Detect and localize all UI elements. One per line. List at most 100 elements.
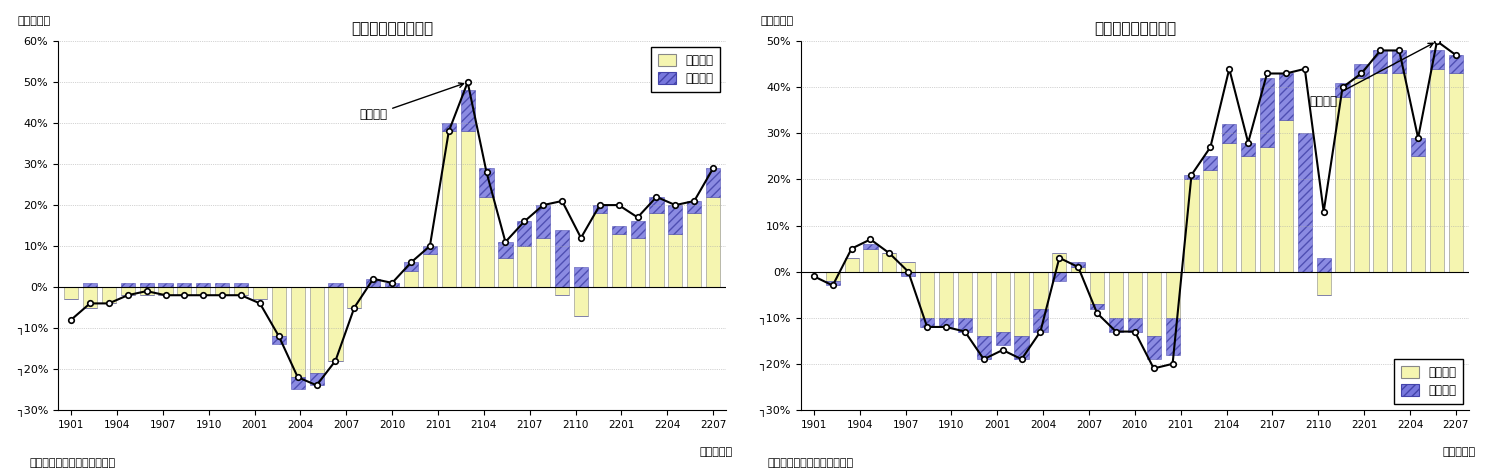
Bar <box>901 263 915 272</box>
Bar <box>687 201 701 213</box>
Bar <box>826 281 839 286</box>
Bar <box>1410 138 1425 157</box>
Bar <box>977 272 992 336</box>
Bar <box>1053 272 1066 281</box>
Legend: 数量要因, 価格要因: 数量要因, 価格要因 <box>652 47 720 92</box>
Bar <box>687 213 701 287</box>
Bar <box>64 287 78 299</box>
Bar <box>863 249 878 272</box>
Bar <box>611 234 626 287</box>
Bar <box>517 221 531 246</box>
Bar <box>271 336 286 344</box>
Bar <box>1166 318 1179 355</box>
Bar <box>498 258 513 287</box>
Bar <box>441 123 456 131</box>
Bar <box>1090 272 1105 304</box>
Bar <box>498 242 513 258</box>
Bar <box>1354 64 1369 78</box>
Bar <box>310 373 324 385</box>
Bar <box>593 213 607 287</box>
Bar <box>423 254 437 287</box>
Bar <box>650 197 663 213</box>
Bar <box>1147 336 1161 359</box>
Bar <box>1449 73 1463 272</box>
Bar <box>957 318 972 332</box>
Bar <box>668 205 683 234</box>
Bar <box>1203 170 1218 272</box>
Bar <box>593 205 607 213</box>
Bar <box>863 244 878 249</box>
Bar <box>555 287 570 295</box>
Bar <box>1166 272 1179 318</box>
Bar <box>1241 157 1255 272</box>
Bar <box>844 258 859 272</box>
Bar <box>1109 318 1123 332</box>
Text: （資料）財務省「貿易統計」: （資料）財務省「貿易統計」 <box>768 458 854 468</box>
Bar <box>140 283 154 287</box>
Bar <box>1336 96 1349 272</box>
Bar <box>668 234 683 287</box>
Bar <box>404 263 417 271</box>
Bar <box>1090 304 1105 308</box>
Title: 輸出金額の要因分解: 輸出金額の要因分解 <box>350 21 434 36</box>
Bar <box>177 283 191 287</box>
Bar <box>480 168 494 197</box>
Bar <box>939 318 953 327</box>
Bar <box>328 287 343 361</box>
Text: 輸入金額: 輸入金額 <box>1309 43 1433 108</box>
Bar <box>385 283 400 287</box>
Bar <box>1223 143 1236 272</box>
Bar <box>1203 157 1218 170</box>
Bar <box>574 267 587 287</box>
Bar <box>291 377 304 389</box>
Bar <box>1127 318 1142 332</box>
Bar <box>631 238 644 287</box>
Bar <box>1430 69 1445 272</box>
Bar <box>920 272 935 318</box>
Bar <box>1317 258 1331 272</box>
Text: （前年比）: （前年比） <box>760 17 793 26</box>
Bar <box>957 272 972 318</box>
Bar <box>1393 73 1406 272</box>
Text: （年・月）: （年・月） <box>1443 447 1476 457</box>
Bar <box>996 332 1009 345</box>
Bar <box>158 283 173 287</box>
Bar <box>1260 78 1275 147</box>
Bar <box>1033 272 1048 308</box>
Bar <box>650 213 663 287</box>
Bar <box>83 283 97 287</box>
Text: （資料）財務省「貿易統計」: （資料）財務省「貿易統計」 <box>30 458 116 468</box>
Bar <box>1241 143 1255 157</box>
Bar <box>1279 73 1293 120</box>
Bar <box>939 272 953 318</box>
Bar <box>1223 124 1236 143</box>
Bar <box>101 287 116 303</box>
Bar <box>537 205 550 238</box>
Bar <box>901 272 915 276</box>
Bar <box>1053 253 1066 272</box>
Bar <box>631 221 644 238</box>
Text: 輸出金額: 輸出金額 <box>359 83 464 122</box>
Bar <box>1184 179 1199 272</box>
Bar <box>1127 272 1142 318</box>
Bar <box>977 336 992 359</box>
Bar <box>215 287 230 295</box>
Bar <box>291 287 304 377</box>
Bar <box>1147 272 1161 336</box>
Bar <box>555 230 570 287</box>
Bar <box>1393 51 1406 73</box>
Bar <box>1184 175 1199 179</box>
Bar <box>1279 120 1293 272</box>
Legend: 数量要因, 価格要因: 数量要因, 価格要因 <box>1394 359 1463 404</box>
Bar <box>1336 83 1349 96</box>
Bar <box>177 287 191 295</box>
Bar <box>1373 51 1388 73</box>
Bar <box>1014 336 1029 359</box>
Bar <box>140 287 154 295</box>
Bar <box>537 238 550 287</box>
Title: 輸入金額の要因分解: 輸入金額の要因分解 <box>1094 21 1176 36</box>
Bar <box>480 197 494 287</box>
Bar <box>1297 133 1312 272</box>
Bar <box>1430 51 1445 69</box>
Bar <box>234 283 248 287</box>
